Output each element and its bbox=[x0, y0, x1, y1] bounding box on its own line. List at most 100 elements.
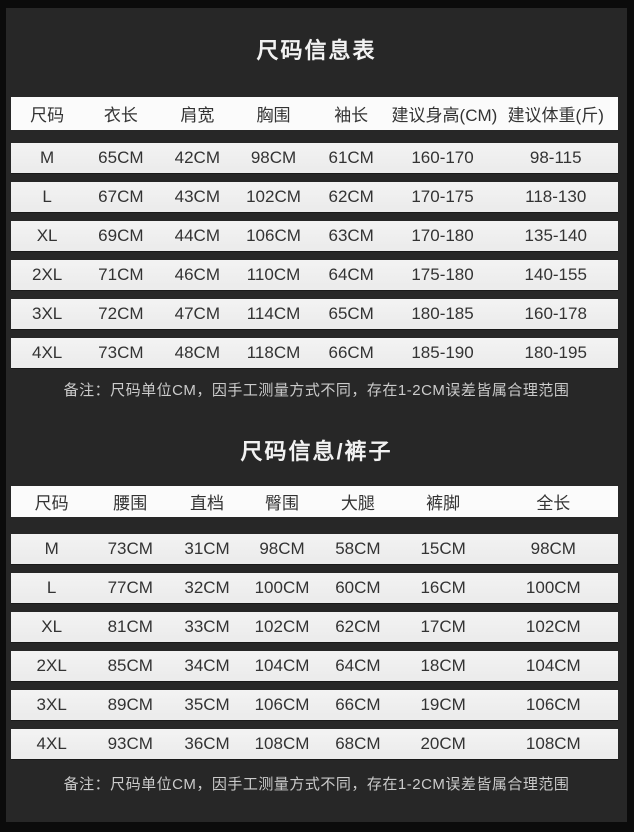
table-row-cell: 35CM bbox=[184, 695, 230, 714]
table-row-cell: 66CM bbox=[328, 343, 374, 362]
table-row-cell: 62CM bbox=[335, 617, 381, 636]
table-row-cell: 180-195 bbox=[524, 343, 587, 362]
table-row-cell: 102CM bbox=[525, 617, 581, 636]
table-row: L 77CM 32CM 100CM 60CM 16CM 100CM bbox=[11, 573, 618, 603]
pants-size-table: 尺码 腰围 直档 臀围 大腿 裤脚 全长 M 73CM 31CM 98CM 58CM 15CM 98CM L… bbox=[6, 486, 627, 768]
table-row-cell: M bbox=[40, 148, 55, 167]
table-row-cell: 65CM bbox=[98, 148, 144, 167]
table-row-cell: 160-178 bbox=[524, 304, 587, 323]
table-row-cell: 114CM bbox=[246, 304, 301, 323]
table-row-cell: 170-175 bbox=[411, 187, 474, 206]
table-row: 4XL 73CM 48CM 118CM 66CM 185-190 180-195 bbox=[11, 338, 618, 368]
table-header-row-cell: 臀围 bbox=[265, 494, 299, 513]
table-row-cell: 4XL bbox=[31, 343, 63, 362]
table-row-cell: 104CM bbox=[254, 656, 310, 675]
table-row: 3XL 89CM 35CM 106CM 66CM 19CM 106CM bbox=[11, 690, 618, 720]
table-header-row-cell: 袖长 bbox=[334, 106, 369, 125]
table-row-cell: 106CM bbox=[525, 695, 581, 714]
table-row-cell: 108CM bbox=[254, 734, 310, 753]
table-row-cell: 89CM bbox=[107, 695, 153, 714]
table-row-cell: 62CM bbox=[328, 187, 374, 206]
table-row-cell: 81CM bbox=[107, 617, 153, 636]
table-row: 4XL 93CM 36CM 108CM 68CM 20CM 108CM bbox=[11, 729, 618, 759]
table-row-cell: 66CM bbox=[335, 695, 381, 714]
table-header-row-cell: 衣长 bbox=[103, 106, 138, 125]
table-row-cell: 100CM bbox=[525, 578, 581, 597]
table-row: XL 69CM 44CM 106CM 63CM 170-180 135-140 bbox=[11, 221, 618, 251]
table-row-cell: L bbox=[46, 578, 57, 597]
table-row-cell: 98CM bbox=[250, 148, 297, 167]
table-header-row-cell: 胸围 bbox=[256, 106, 291, 125]
table-row-cell: 102CM bbox=[246, 187, 301, 206]
table-row-cell: 68CM bbox=[335, 734, 381, 753]
table-row-cell: 16CM bbox=[420, 578, 466, 597]
shirt-table-title: 尺码信息表 bbox=[256, 38, 377, 63]
table-row-cell: 36CM bbox=[184, 734, 230, 753]
table-row-cell: 93CM bbox=[107, 734, 153, 753]
table-row-cell: 42CM bbox=[174, 148, 220, 167]
table-row-cell: 15CM bbox=[420, 539, 466, 558]
table-row-cell: 46CM bbox=[174, 265, 220, 284]
table-row-cell: 72CM bbox=[98, 304, 144, 323]
table-row-cell: 64CM bbox=[328, 265, 374, 284]
table-row: 2XL 71CM 46CM 110CM 64CM 175-180 140-155 bbox=[11, 260, 618, 290]
table-header-row-cell: 裤脚 bbox=[426, 494, 461, 513]
table-row-cell: 64CM bbox=[335, 656, 381, 675]
table-row: L 67CM 43CM 102CM 62CM 170-175 118-130 bbox=[11, 182, 618, 212]
table-row-cell: 73CM bbox=[107, 539, 153, 558]
table-row-cell: 44CM bbox=[174, 226, 220, 245]
table-row-cell: 175-180 bbox=[411, 265, 474, 284]
table-row-cell: 63CM bbox=[328, 226, 374, 245]
table-row: 3XL 72CM 47CM 114CM 65CM 180-185 160-178 bbox=[11, 299, 618, 329]
table-header-row-cell: 尺码 bbox=[34, 494, 69, 513]
pants-table-title: 尺码信息/裤子 bbox=[240, 439, 393, 464]
table-header-row-cell: 全长 bbox=[536, 494, 571, 513]
table-row-cell: M bbox=[44, 539, 59, 558]
table-row-cell: 34CM bbox=[184, 656, 230, 675]
table-row: XL 81CM 33CM 102CM 62CM 17CM 102CM bbox=[11, 612, 618, 642]
table-row-cell: 106CM bbox=[254, 695, 310, 714]
table-row-cell: 135-140 bbox=[524, 226, 587, 245]
table-row-cell: 61CM bbox=[328, 148, 374, 167]
table-row-cell: 47CM bbox=[174, 304, 220, 323]
table-row-cell: XL bbox=[36, 226, 58, 245]
table-row: M 65CM 42CM 98CM 61CM 160-170 98-115 bbox=[11, 143, 618, 173]
table-row-cell: 100CM bbox=[254, 578, 310, 597]
table-row-cell: 3XL bbox=[31, 304, 63, 323]
table-row-cell: 43CM bbox=[174, 187, 220, 206]
table-row-cell: 85CM bbox=[107, 656, 153, 675]
table-row-cell: 58CM bbox=[335, 539, 381, 558]
table-header-row-cell: 建议体重(斤) bbox=[507, 106, 604, 125]
table-row-cell: 65CM bbox=[328, 304, 374, 323]
table-row-cell: 110CM bbox=[246, 265, 301, 284]
shirt-table-note: 备注：尺码单位CM，因手工测量方式不同，存在1-2CM误差皆属合理范围 bbox=[63, 382, 570, 399]
table-row-cell: L bbox=[42, 187, 52, 206]
table-row-cell: 3XL bbox=[36, 695, 67, 714]
table-header-row-cell: 大腿 bbox=[340, 494, 375, 513]
table-row-cell: 98CM bbox=[530, 539, 576, 558]
table-row-cell: 98CM bbox=[259, 539, 305, 558]
table-row-cell: 140-155 bbox=[524, 265, 587, 284]
table-row-cell: 19CM bbox=[420, 695, 466, 714]
table-row-cell: 18CM bbox=[420, 656, 466, 675]
table-header-row-cell: 建议身高(CM) bbox=[391, 106, 498, 125]
table-row-cell: 4XL bbox=[36, 734, 67, 753]
table-row-cell: 60CM bbox=[335, 578, 381, 597]
table-row-cell: 48CM bbox=[174, 343, 220, 362]
table-header-row-cell: 直档 bbox=[190, 494, 225, 513]
table-row-cell: 77CM bbox=[107, 578, 153, 597]
pants-table-note: 备注：尺码单位CM，因手工测量方式不同，存在1-2CM误差皆属合理范围 bbox=[63, 776, 570, 793]
table-row-cell: 71CM bbox=[98, 265, 144, 284]
table-row-cell: 108CM bbox=[525, 734, 581, 753]
table-row-cell: 2XL bbox=[31, 265, 63, 284]
table-row-cell: 98-115 bbox=[529, 148, 582, 167]
table-header-row: 尺码 腰围 直档 臀围 大腿 裤脚 全长 bbox=[11, 486, 618, 517]
table-row-cell: 33CM bbox=[184, 617, 230, 636]
table-header-row-cell: 肩宽 bbox=[180, 106, 215, 125]
table-header-row-cell: 腰围 bbox=[113, 494, 148, 513]
table-row-cell: 20CM bbox=[420, 734, 466, 753]
table-row-cell: 73CM bbox=[98, 343, 144, 362]
table-row-cell: 17CM bbox=[420, 617, 466, 636]
table-row-cell: XL bbox=[41, 617, 63, 636]
